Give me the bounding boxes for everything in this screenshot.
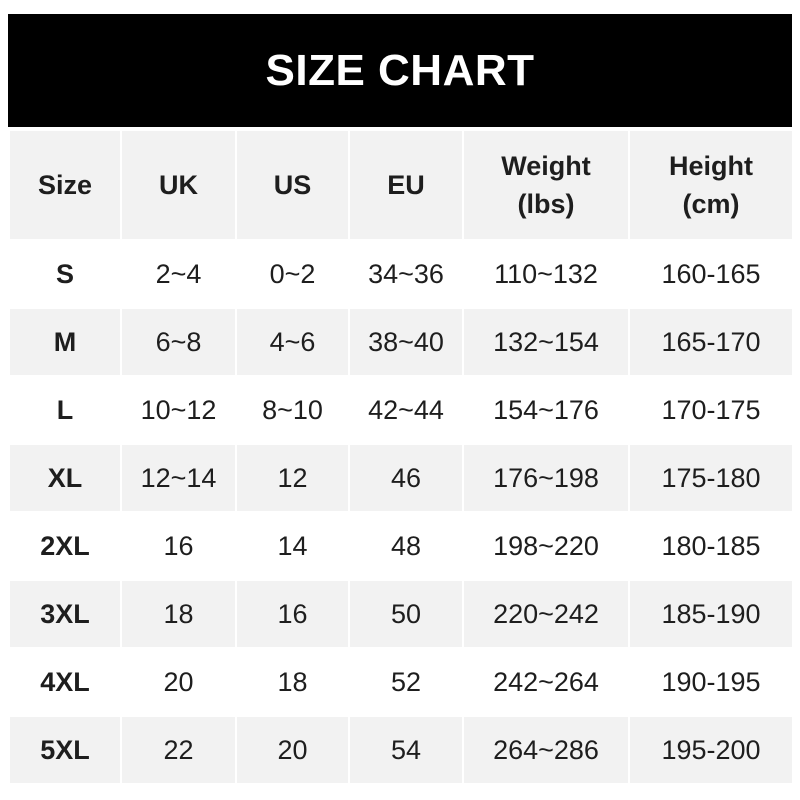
table-cell: 38~40: [348, 307, 464, 377]
size-cell: 2XL: [8, 511, 122, 581]
table-cell: 110~132: [462, 239, 630, 309]
table-cell: 16: [235, 579, 350, 649]
table-cell: 48: [348, 511, 464, 581]
table-cell: 0~2: [235, 239, 350, 309]
table-cell: 18: [235, 647, 350, 717]
table-cell: 20: [235, 715, 350, 785]
table-cell: 160-165: [628, 239, 794, 309]
table-row: M 6~8 4~6 38~40 132~154 165-170: [8, 307, 794, 377]
column-header: Weight (lbs): [462, 129, 630, 241]
table-cell: 190-195: [628, 647, 794, 717]
table-cell: 10~12: [120, 375, 237, 445]
column-header: Height (cm): [628, 129, 794, 241]
table-cell: 14: [235, 511, 350, 581]
table-row: 5XL 22 20 54 264~286 195-200: [8, 715, 794, 785]
table-cell: 242~264: [462, 647, 630, 717]
column-header: Size: [8, 129, 122, 241]
size-cell: 4XL: [8, 647, 122, 717]
table-cell: 176~198: [462, 443, 630, 513]
size-cell: M: [8, 307, 122, 377]
table-cell: 16: [120, 511, 237, 581]
table-cell: 20: [120, 647, 237, 717]
table-cell: 180-185: [628, 511, 794, 581]
table-cell: 175-180: [628, 443, 794, 513]
table-cell: 8~10: [235, 375, 350, 445]
column-header: US: [235, 129, 350, 241]
size-cell: XL: [8, 443, 122, 513]
table-row: XL 12~14 12 46 176~198 175-180: [8, 443, 794, 513]
table-cell: 12: [235, 443, 350, 513]
size-chart-table: Size UK US EU Weight (lbs) Height (cm) S 2~4 0~…: [8, 129, 794, 785]
table-cell: 6~8: [120, 307, 237, 377]
table-cell: 12~14: [120, 443, 237, 513]
table-row: L 10~12 8~10 42~44 154~176 170-175: [8, 375, 794, 445]
table-row: 4XL 20 18 52 242~264 190-195: [8, 647, 794, 717]
table-cell: 42~44: [348, 375, 464, 445]
table-cell: 185-190: [628, 579, 794, 649]
column-header: EU: [348, 129, 464, 241]
table-cell: 52: [348, 647, 464, 717]
table-cell: 2~4: [120, 239, 237, 309]
page-title: SIZE CHART: [8, 14, 792, 127]
table-row: 3XL 18 16 50 220~242 185-190: [8, 579, 794, 649]
size-cell: 5XL: [8, 715, 122, 785]
table-cell: 4~6: [235, 307, 350, 377]
table-cell: 195-200: [628, 715, 794, 785]
size-cell: 3XL: [8, 579, 122, 649]
column-header: UK: [120, 129, 237, 241]
size-cell: L: [8, 375, 122, 445]
table-cell: 46: [348, 443, 464, 513]
header-row: Size UK US EU Weight (lbs) Height (cm): [8, 129, 794, 241]
table-cell: 170-175: [628, 375, 794, 445]
table-row: 2XL 16 14 48 198~220 180-185: [8, 511, 794, 581]
table-cell: 165-170: [628, 307, 794, 377]
table-cell: 34~36: [348, 239, 464, 309]
table-cell: 18: [120, 579, 237, 649]
table-cell: 264~286: [462, 715, 630, 785]
table-cell: 132~154: [462, 307, 630, 377]
table-row: S 2~4 0~2 34~36 110~132 160-165: [8, 239, 794, 309]
table-cell: 220~242: [462, 579, 630, 649]
table-cell: 50: [348, 579, 464, 649]
table-cell: 198~220: [462, 511, 630, 581]
size-cell: S: [8, 239, 122, 309]
table-cell: 154~176: [462, 375, 630, 445]
table-cell: 22: [120, 715, 237, 785]
table-cell: 54: [348, 715, 464, 785]
